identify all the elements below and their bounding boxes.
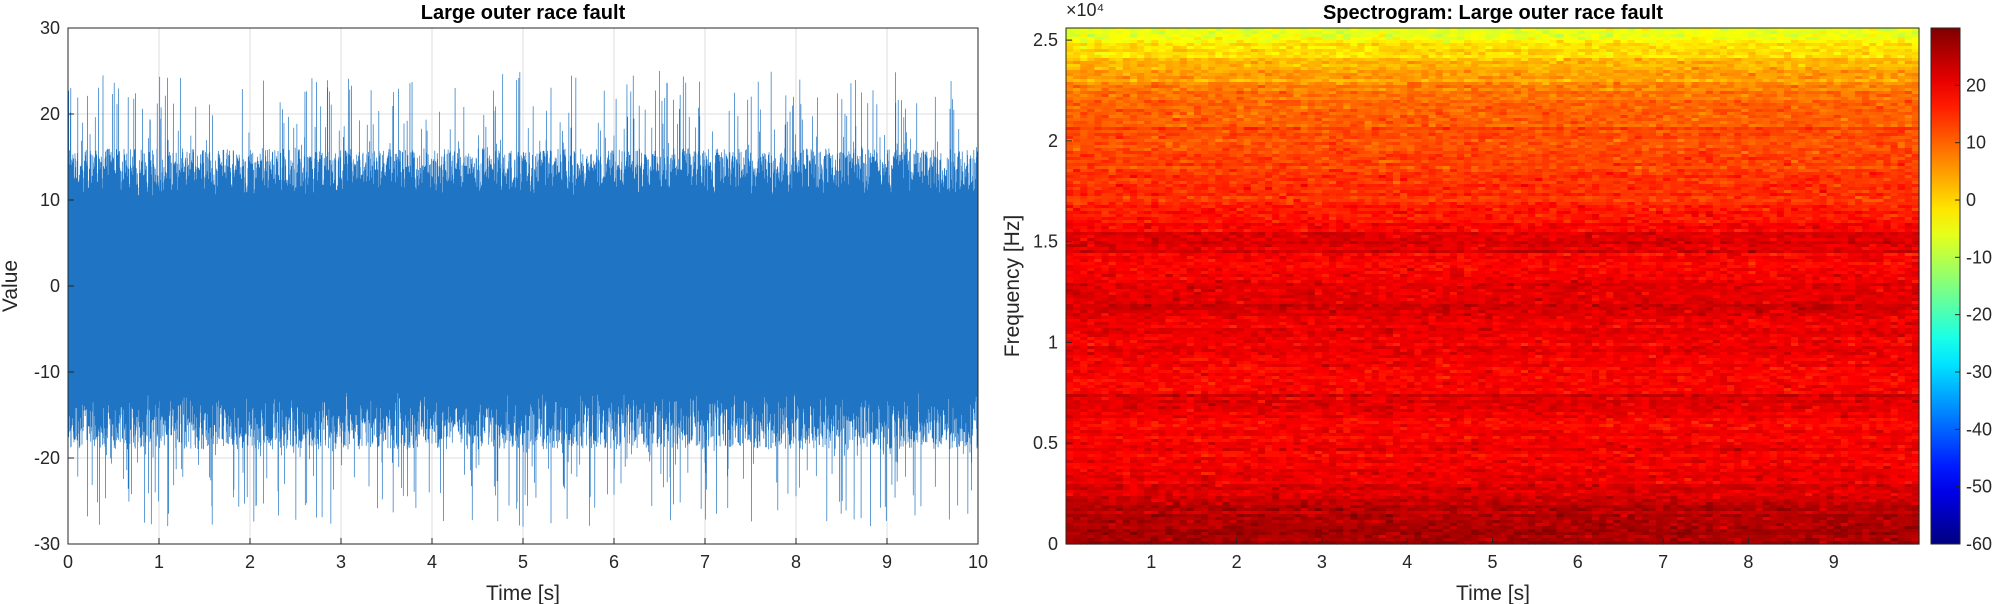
signal-x-tick-label: 7 — [700, 552, 710, 572]
signal-y-tick-label: -30 — [34, 534, 60, 554]
signal-x-tick-label: 1 — [154, 552, 164, 572]
signal-y-tick-label: 30 — [40, 18, 60, 38]
signal-title: Large outer race fault — [421, 2, 626, 24]
signal-x-tick-label: 3 — [336, 552, 346, 572]
signal-x-tick-label: 6 — [609, 552, 619, 572]
signal-x-tick-label: 8 — [791, 552, 801, 572]
signal-y-tick-label: 10 — [40, 190, 60, 210]
signal-y-tick-label: -20 — [34, 448, 60, 468]
spectrogram-image — [1066, 28, 1920, 545]
signal-x-tick-label: 4 — [427, 552, 437, 572]
signal-y-tick-label: 0 — [50, 276, 60, 296]
signal-x-tick-label: 5 — [518, 552, 528, 572]
signal-y-tick-label: -10 — [34, 362, 60, 382]
signal-y-label: Value — [0, 260, 22, 312]
signal-x-tick-label: 2 — [245, 552, 255, 572]
signal-x-tick-label: 10 — [968, 552, 988, 572]
signal-x-tick-label: 9 — [882, 552, 892, 572]
signal-x-tick-label: 0 — [63, 552, 73, 572]
signal-x-label: Time [s] — [486, 582, 560, 604]
signal-plot: 0 1 2 3 4 5 6 7 8 9 10 -30 -20 -10 0 10 20 30 Large oute… — [0, 2, 988, 604]
signal-y-tick-label: 20 — [40, 104, 60, 124]
